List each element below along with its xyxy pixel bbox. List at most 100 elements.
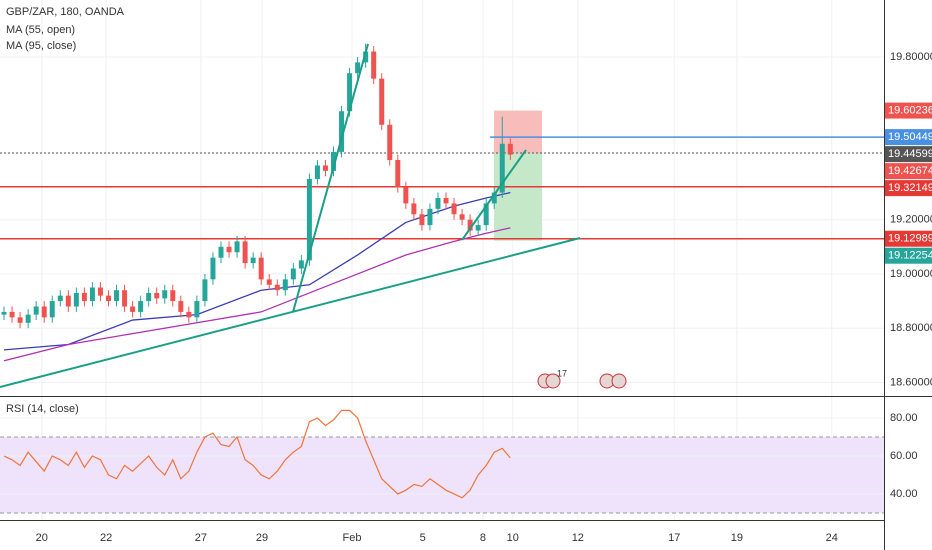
rsi-tick-label: 40.00 bbox=[890, 488, 918, 500]
candle-body bbox=[379, 78, 385, 125]
candle-body bbox=[226, 246, 232, 253]
candle-body bbox=[290, 268, 296, 280]
x-tick-label: 17 bbox=[668, 532, 680, 544]
candle-body bbox=[306, 179, 312, 261]
candle-body bbox=[186, 311, 192, 318]
price-label-box bbox=[885, 230, 932, 247]
candle-body bbox=[331, 151, 337, 171]
trend-line bbox=[461, 149, 527, 241]
rsi-line bbox=[3, 409, 511, 499]
trend-line bbox=[292, 43, 369, 313]
candle-body bbox=[467, 219, 473, 231]
event-icons[interactable]: 17 bbox=[537, 368, 627, 389]
price-label-box bbox=[885, 146, 932, 163]
price-label: 19.60236 bbox=[888, 104, 932, 116]
candle-body bbox=[105, 295, 111, 302]
candle-body bbox=[371, 51, 377, 79]
y-tick-label: 18.80000 bbox=[890, 322, 932, 334]
candle-body bbox=[451, 203, 457, 215]
candle-body bbox=[298, 260, 304, 269]
candle-body bbox=[89, 287, 95, 302]
candle-body bbox=[81, 292, 87, 302]
candle-body bbox=[146, 292, 152, 302]
price-label: 19.44599 bbox=[888, 148, 932, 160]
rsi-title: RSI (14, close) bbox=[6, 403, 79, 415]
event-icon[interactable] bbox=[545, 373, 561, 389]
candle-body bbox=[499, 143, 505, 193]
x-tick-label: 8 bbox=[480, 532, 486, 544]
y-tick-label: 18.60000 bbox=[890, 376, 932, 388]
rsi-tick-label: 60.00 bbox=[890, 450, 918, 462]
candle-body bbox=[170, 290, 176, 302]
candle-body bbox=[274, 284, 280, 291]
candle-body bbox=[347, 73, 353, 112]
x-tick-label: 12 bbox=[572, 532, 584, 544]
candle-body bbox=[459, 214, 465, 220]
price-label-box bbox=[885, 102, 932, 119]
candle-body bbox=[17, 317, 23, 323]
price-label: 19.12989 bbox=[888, 233, 932, 245]
x-tick-label: 20 bbox=[36, 532, 48, 544]
rsi-band bbox=[0, 436, 884, 513]
y-tick-label: 19.20000 bbox=[890, 214, 932, 226]
candle-body bbox=[1, 311, 7, 315]
x-tick-label: 19 bbox=[731, 532, 743, 544]
trend-line bbox=[0, 237, 581, 388]
candle-body bbox=[234, 241, 240, 253]
candle-body bbox=[339, 111, 345, 152]
candle-body bbox=[242, 241, 248, 264]
candle-body bbox=[483, 203, 489, 226]
rsi-tick-label: 80.00 bbox=[890, 412, 918, 424]
candle-body bbox=[65, 295, 71, 307]
candle-body bbox=[138, 301, 144, 312]
event-icon[interactable] bbox=[611, 373, 627, 389]
y-tick-label: 19.80000 bbox=[890, 51, 932, 63]
ma-line bbox=[3, 191, 511, 351]
candle-body bbox=[475, 225, 481, 231]
candle-body bbox=[266, 279, 272, 285]
price-label: 19.42674 bbox=[888, 165, 932, 177]
x-tick-label: 5 bbox=[420, 532, 426, 544]
candle-body bbox=[194, 301, 200, 318]
candle-body bbox=[9, 311, 15, 318]
price-label-box bbox=[885, 247, 932, 264]
candle-body bbox=[282, 279, 288, 291]
candle-body bbox=[218, 246, 224, 258]
candle-body bbox=[443, 198, 449, 204]
candle-body bbox=[154, 292, 160, 299]
candle-body bbox=[114, 290, 120, 302]
grid bbox=[0, 0, 884, 520]
candle-body bbox=[363, 51, 369, 63]
candle-body bbox=[57, 295, 63, 302]
price-label-box bbox=[885, 180, 932, 197]
y-tick-label: 19.00000 bbox=[890, 268, 932, 280]
candle-body bbox=[162, 290, 168, 299]
x-tick-label: 10 bbox=[507, 532, 519, 544]
price-label: 19.12254 bbox=[888, 250, 932, 262]
x-tick-label: 22 bbox=[100, 532, 112, 544]
candle-body bbox=[411, 203, 417, 215]
price-label-box bbox=[885, 129, 932, 146]
candle-body bbox=[435, 198, 441, 209]
candle-body bbox=[395, 160, 401, 188]
x-tick-label: 24 bbox=[826, 532, 838, 544]
candle-body bbox=[258, 257, 264, 280]
candle-body bbox=[322, 165, 328, 171]
candle-body bbox=[507, 143, 513, 155]
candle-body bbox=[33, 306, 39, 315]
candle-body bbox=[314, 165, 320, 180]
candle-body bbox=[250, 257, 256, 264]
candle-body bbox=[122, 290, 128, 307]
candle-body bbox=[491, 192, 497, 204]
candle-body bbox=[403, 187, 409, 204]
candle-body bbox=[49, 301, 55, 318]
chart-title: GBP/ZAR, 180, OANDA bbox=[6, 6, 125, 18]
ma-line bbox=[3, 227, 511, 362]
legend-entry: MA (55, open) bbox=[6, 24, 75, 36]
candle-body bbox=[25, 314, 31, 323]
x-tick-label: Feb bbox=[343, 532, 362, 544]
candle-body bbox=[387, 124, 393, 161]
x-tick-label: 29 bbox=[256, 532, 268, 544]
price-labels: 19.60236 19.50449 19.44599 19.42674 19.32149… bbox=[885, 102, 932, 264]
event-count: 17 bbox=[557, 368, 567, 378]
